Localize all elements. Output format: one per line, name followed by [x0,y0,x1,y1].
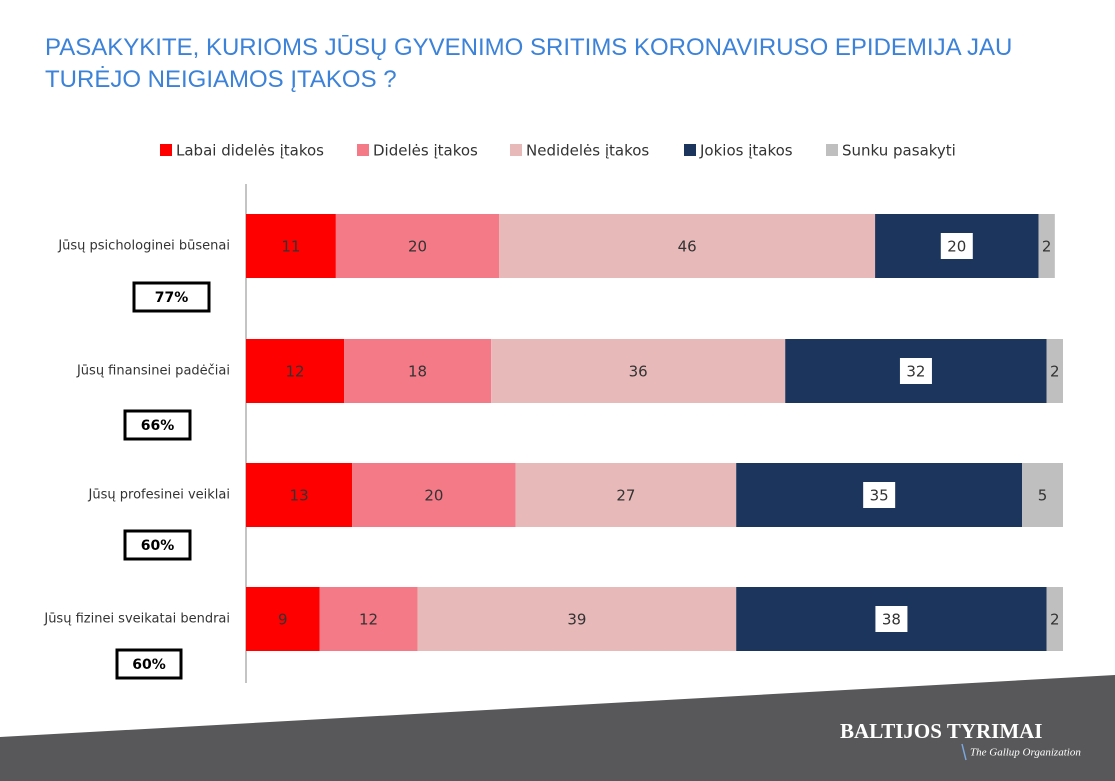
value-label: 2 [1050,611,1060,629]
annotation: 60% [132,657,166,673]
bar-segment [335,214,500,278]
legend-swatch [826,144,838,156]
chart-title: PASAKYKITE, KURIOMS JŪSŲ GYVENIMO SRITIM… [45,34,1013,93]
legend-label: Nedidelės įtakos [526,142,649,160]
value-label: 38 [882,611,901,629]
value-label: 20 [947,238,966,256]
category-label: Jūsų fizinei sveikatai bendrai [43,612,230,627]
value-label: 2 [1042,238,1052,256]
value-label: 2 [1050,363,1060,381]
category-label: Jūsų psichologinei būsenai [57,239,230,254]
annotation: 60% [141,538,175,554]
legend-swatch [357,144,369,156]
value-label: 12 [285,363,304,381]
value-label: 5 [1038,487,1048,505]
legend-swatch [160,144,172,156]
legend-label: Jokios įtakos [699,142,793,160]
bar-segment [1022,463,1063,527]
legend-label: Labai didelės įtakos [176,142,324,160]
legend-label: Didelės įtakos [373,142,478,160]
annotation-box [123,529,192,561]
bar-segment [499,214,876,278]
bar-segment [352,463,516,527]
logo-slash [961,743,967,761]
annotation-box [115,648,183,680]
annotation-box [123,409,192,441]
annotation-box [132,281,211,313]
value-label: 12 [359,611,378,629]
bar-segment [246,214,336,278]
bar-segment [1038,214,1055,278]
bar-segment [515,463,737,527]
logo-tagline: The Gallup Organization [970,747,1081,759]
bar-segment [246,339,345,403]
value-label: 18 [408,363,427,381]
legend-label: Sunku pasakyti [842,142,956,160]
value-label-bg [863,482,896,508]
value-label: 20 [424,487,443,505]
category-label: Jūsų profesinei veiklai [88,488,230,503]
bar-segment [246,463,353,527]
value-label-bg [899,358,932,384]
value-label: 36 [629,363,648,381]
bar-segment [417,587,737,651]
value-label: 9 [278,611,288,629]
bar-segment [1046,339,1063,403]
logo-name: BALTIJOS TYRIMAI [840,719,1042,743]
annotation: 77% [155,290,189,306]
value-label: 11 [281,238,300,256]
annotation: 66% [141,418,175,434]
legend-swatch [510,144,522,156]
value-label: 13 [290,487,309,505]
value-label: 46 [678,238,697,256]
legend-swatch [684,144,696,156]
value-label: 35 [870,487,889,505]
value-label-bg [940,233,973,259]
bar-segment [491,339,786,403]
footer-band [0,675,1115,781]
bar-segment [1046,587,1063,651]
category-label: Jūsų finansinei padėčiai [76,364,230,379]
value-label: 27 [616,487,635,505]
value-label: 32 [906,363,925,381]
value-label: 39 [567,611,586,629]
bar-segment [344,339,492,403]
bar-segment [246,587,320,651]
bar-segment [319,587,418,651]
value-label-bg [875,606,908,632]
value-label: 20 [408,238,427,256]
